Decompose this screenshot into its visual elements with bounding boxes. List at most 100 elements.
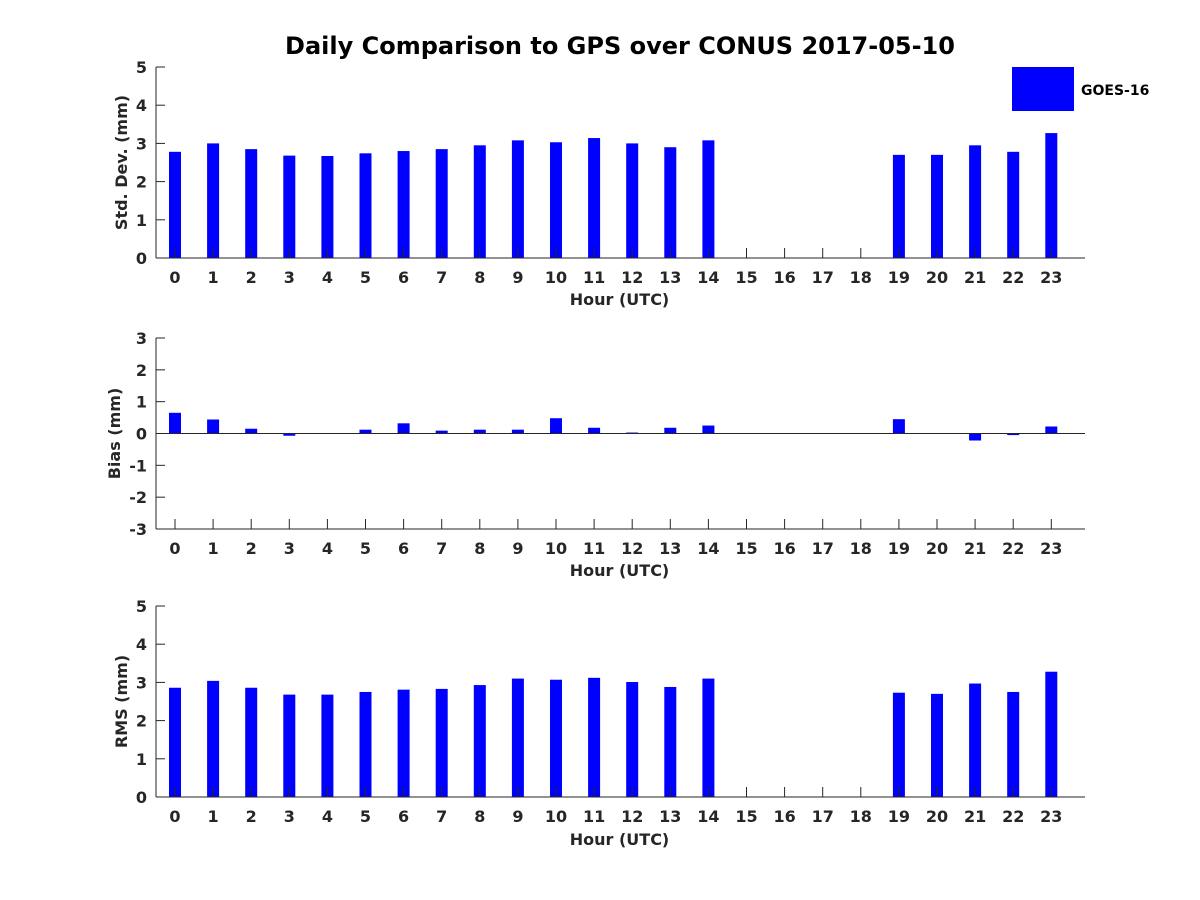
x-tick-label: 11 (583, 268, 605, 287)
y-tick-label: -1 (129, 456, 147, 475)
x-tick-label: 19 (888, 807, 910, 826)
bar-hour-4 (321, 694, 334, 797)
x-tick-label: 4 (322, 268, 333, 287)
x-tick-label: 15 (735, 539, 757, 558)
x-tick-label: 22 (1002, 268, 1024, 287)
x-tick-label: 7 (436, 268, 447, 287)
x-tick-label: 1 (208, 807, 219, 826)
legend-label: GOES-16 (1081, 83, 1149, 99)
x-tick-label: 22 (1002, 539, 1024, 558)
x-tick-label: 9 (512, 539, 523, 558)
bar-hour-13 (664, 427, 677, 434)
x-tick-label: 14 (697, 807, 719, 826)
bar-hour-4 (321, 156, 334, 258)
y-tick-label: 0 (136, 249, 147, 268)
x-tick-label: 20 (926, 539, 948, 558)
x-tick-label: 10 (545, 268, 567, 287)
bar-hour-0 (169, 687, 181, 797)
bar-hour-5 (359, 691, 372, 797)
y-tick-label: 4 (136, 635, 147, 654)
bar-hour-9 (511, 140, 524, 258)
x-tick-label: 20 (926, 807, 948, 826)
x-tick-label: 11 (583, 807, 605, 826)
x-tick-label: 16 (773, 807, 795, 826)
y-tick-label: 3 (136, 673, 147, 692)
chart-title: Daily Comparison to GPS over CONUS 2017-… (285, 32, 955, 60)
x-tick-label: 4 (322, 807, 333, 826)
x-tick-label: 18 (850, 807, 872, 826)
bar-hour-23 (1045, 426, 1058, 434)
y-tick-label: -3 (129, 520, 147, 539)
y-tick-label: 1 (136, 211, 147, 230)
x-tick-label: 6 (398, 807, 409, 826)
x-tick-label: 7 (436, 539, 447, 558)
x-tick-label: 3 (284, 807, 295, 826)
x-tick-label: 3 (284, 268, 295, 287)
x-tick-label: 17 (812, 539, 834, 558)
x-tick-label: 9 (512, 807, 523, 826)
x-tick-label: 12 (621, 268, 643, 287)
x-tick-label: 13 (659, 807, 681, 826)
x-tick-label: 18 (850, 268, 872, 287)
y-axis-label: Bias (mm) (105, 388, 124, 480)
x-tick-label: 20 (926, 268, 948, 287)
legend-swatch (1012, 67, 1074, 111)
y-tick-label: 1 (136, 750, 147, 769)
bar-hour-10 (550, 418, 562, 434)
y-axis-label: RMS (mm) (112, 655, 131, 748)
bar-hour-10 (550, 142, 562, 258)
y-tick-label: 5 (136, 58, 147, 77)
bar-hour-11 (588, 138, 601, 258)
bar-hour-20 (931, 693, 943, 797)
bar-hour-23 (1045, 671, 1058, 797)
x-tick-label: 12 (621, 539, 643, 558)
bar-hour-19 (892, 154, 905, 258)
bar-hour-21 (969, 145, 982, 258)
bar-hour-0 (169, 412, 181, 434)
bar-hour-8 (473, 145, 486, 258)
bar-hour-3 (283, 694, 296, 797)
y-tick-label: 3 (136, 329, 147, 348)
x-tick-label: 1 (208, 268, 219, 287)
x-tick-label: 5 (360, 807, 371, 826)
y-tick-label: 2 (136, 173, 147, 192)
x-tick-label: 17 (812, 807, 834, 826)
bar-hour-22 (1007, 433, 1020, 436)
x-tick-label: 22 (1002, 807, 1024, 826)
bar-hour-2 (245, 149, 258, 258)
bar-hour-14 (702, 140, 715, 258)
y-tick-label: 2 (136, 361, 147, 380)
bar-hour-21 (969, 683, 982, 797)
x-tick-label: 23 (1040, 539, 1062, 558)
bar-hour-2 (245, 428, 258, 434)
x-tick-label: 12 (621, 807, 643, 826)
bar-hour-10 (550, 679, 562, 797)
bar-hour-7 (435, 430, 448, 434)
bar-hour-2 (245, 687, 258, 797)
bar-hour-6 (397, 689, 410, 797)
x-tick-label: 5 (360, 539, 371, 558)
x-tick-label: 8 (474, 268, 485, 287)
x-tick-label: 21 (964, 539, 986, 558)
bar-hour-13 (664, 147, 677, 258)
x-tick-label: 16 (773, 539, 795, 558)
bar-hour-6 (397, 151, 410, 258)
bar-hour-8 (473, 429, 486, 434)
bar-hour-1 (207, 143, 220, 258)
y-tick-label: 3 (136, 134, 147, 153)
x-tick-label: 21 (964, 807, 986, 826)
x-tick-label: 9 (512, 268, 523, 287)
x-tick-label: 17 (812, 268, 834, 287)
x-tick-label: 15 (735, 807, 757, 826)
bar-hour-7 (435, 688, 448, 797)
bar-hour-12 (626, 682, 639, 797)
x-tick-label: 16 (773, 268, 795, 287)
x-tick-label: 10 (545, 807, 567, 826)
bar-hour-7 (435, 149, 448, 258)
bar-hour-8 (473, 685, 486, 797)
